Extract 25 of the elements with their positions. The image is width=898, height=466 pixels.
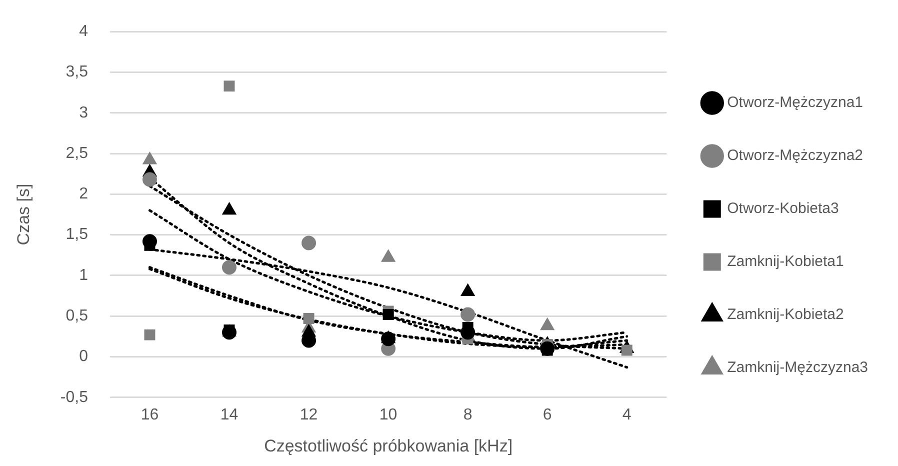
y-tick-label: 1,5: [66, 226, 88, 244]
x-tick-label: 6: [542, 406, 552, 424]
x-tick-label: 16: [140, 406, 159, 424]
y-tick-label: 2: [79, 186, 88, 203]
legend-label: Otworz-Mężczyzna2: [727, 147, 864, 164]
legend-label: Zamknij-Kobieta1: [727, 253, 844, 270]
y-axis-title: Czas [s]: [14, 184, 33, 246]
legend-label: Otworz-Mężczyzna1: [727, 94, 864, 112]
x-tick-label: 8: [463, 406, 472, 424]
y-tick-label: 1: [79, 266, 88, 284]
x-tick-label: 12: [300, 406, 318, 424]
y-tick-label: 0,5: [66, 308, 88, 325]
legend-label: Zamknij-Kobieta2: [727, 306, 844, 324]
y-tick-label: 4: [79, 23, 88, 40]
y-tick-label: 3,5: [66, 64, 88, 81]
y-tick-label: -0,5: [60, 388, 88, 406]
x-tick-label: 10: [379, 406, 398, 424]
x-axis-title: Częstotliwość próbkowania [kHz]: [264, 436, 513, 456]
x-tick-label: 14: [220, 406, 238, 424]
y-tick-label: 0: [79, 348, 88, 366]
x-tick-label: 4: [622, 406, 632, 424]
y-tick-label: 2,5: [66, 144, 88, 162]
y-tick-label: 3: [79, 104, 88, 122]
legend-label: Zamknij-Mężczyzna3: [727, 359, 868, 376]
legend-label: Otworz-Kobieta3: [727, 200, 839, 218]
